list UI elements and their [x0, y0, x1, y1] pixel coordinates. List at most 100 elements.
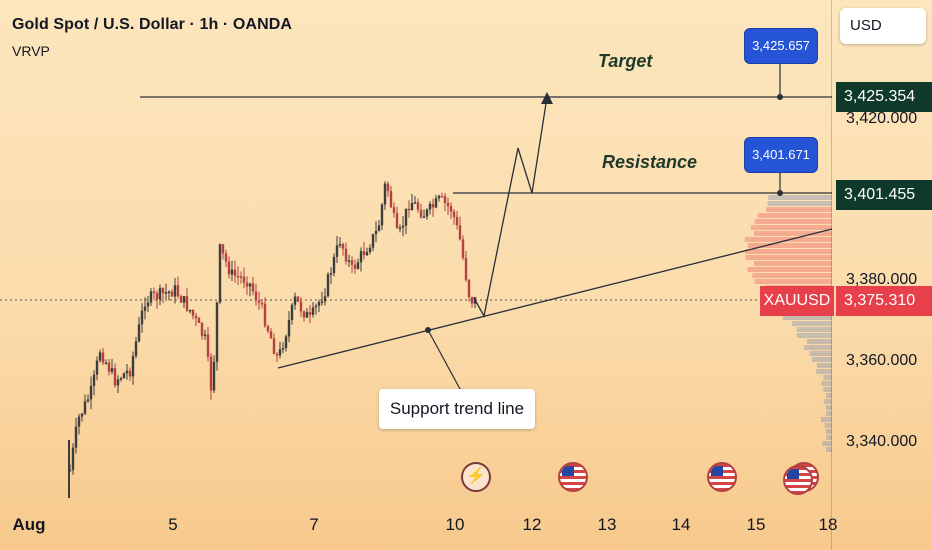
volume-profile-bar	[823, 375, 832, 380]
us-flag-icon[interactable]	[783, 465, 813, 495]
candle-body	[305, 312, 309, 318]
candle-body	[374, 230, 378, 235]
candle-body	[233, 269, 237, 276]
volume-profile-bar	[816, 369, 832, 374]
candle-body	[197, 318, 201, 323]
candle-body	[179, 296, 183, 303]
resistance-price-tag[interactable]: 3,401.455	[836, 180, 932, 210]
candle-body	[317, 301, 321, 306]
resistance-price-bubble[interactable]: 3,401.671	[744, 137, 818, 173]
volume-profile-bar	[816, 363, 832, 368]
time-axis-label: 10	[445, 515, 465, 534]
candle-body	[74, 426, 78, 448]
callout-anchor-dot	[425, 327, 431, 333]
candle-body	[155, 293, 159, 300]
volume-profile-bar	[826, 447, 832, 452]
candle-body	[122, 373, 126, 379]
candle-body	[293, 296, 297, 305]
volume-profile-bar	[752, 273, 832, 278]
candle-body	[437, 196, 441, 199]
candle-body	[152, 291, 156, 294]
target-price-tag[interactable]: 3,425.354	[836, 82, 932, 112]
candle-body	[353, 264, 357, 269]
volume-profile-bar	[747, 267, 832, 272]
volume-profile-bar	[753, 261, 832, 266]
candle-body	[425, 209, 429, 217]
candle-body	[308, 312, 312, 315]
candle-body	[266, 326, 270, 332]
resistance-label[interactable]: Resistance	[602, 152, 698, 172]
candle-body	[116, 379, 120, 386]
candle-body	[470, 297, 474, 304]
candle-body	[113, 368, 117, 386]
candle-body	[98, 352, 102, 361]
candle-body	[341, 244, 345, 249]
candle-body	[362, 251, 366, 256]
price-axis-label: 3,340.000	[846, 433, 918, 450]
candle-body	[77, 416, 81, 427]
support-trend-line[interactable]	[277, 228, 833, 369]
current-price-tag[interactable]: 3,375.310	[836, 286, 932, 316]
candle-body	[338, 244, 342, 246]
candle-body	[404, 208, 408, 226]
candle-body	[431, 203, 435, 208]
candle-body	[143, 306, 147, 311]
volume-profile-bar	[750, 225, 832, 230]
target-price-bubble[interactable]: 3,425.657	[744, 28, 818, 64]
flash-icon[interactable]: ⚡	[461, 462, 491, 492]
target-label[interactable]: Target	[598, 51, 653, 71]
candle-body	[218, 244, 222, 303]
candle-body	[194, 315, 198, 319]
target-anchor-dot	[777, 94, 783, 100]
candle-body	[320, 301, 324, 303]
candle-body	[410, 202, 414, 211]
candle-body	[464, 257, 468, 280]
volume-profile-bar	[754, 279, 832, 284]
candle-body	[107, 362, 111, 372]
candle-body	[440, 196, 444, 198]
candle-body	[89, 385, 93, 400]
candle-body	[311, 307, 315, 315]
volume-profile-bar	[822, 441, 832, 446]
candle-body	[212, 361, 216, 391]
support-callout[interactable]: Support trend line	[379, 389, 535, 429]
candle-body	[128, 370, 132, 377]
candle-body	[206, 334, 210, 357]
projection-path[interactable]	[473, 96, 548, 318]
volume-profile-bar	[791, 321, 832, 326]
candle-body	[239, 276, 243, 278]
candle-body	[326, 274, 330, 297]
candle-body	[443, 196, 447, 203]
candle-body	[149, 291, 153, 303]
candle-body	[95, 360, 99, 375]
callout-pointer	[427, 329, 461, 390]
candle-body	[452, 211, 456, 218]
candle-body	[161, 288, 165, 294]
candle-body	[221, 244, 225, 254]
candle-body	[416, 202, 420, 210]
volume-profile-bar	[766, 207, 832, 212]
indicator-label[interactable]: VRVP	[12, 43, 50, 59]
candle-body	[365, 252, 369, 256]
candle-body	[272, 338, 276, 354]
price-axis-divider	[831, 0, 832, 550]
candle-body	[230, 269, 234, 275]
candle-body	[257, 300, 261, 303]
candle-body	[101, 352, 105, 363]
candle-body	[176, 285, 180, 297]
time-axis-label: 12	[522, 515, 542, 534]
candle-body	[71, 447, 75, 470]
candle-body	[419, 209, 423, 218]
volume-profile-bar	[796, 333, 832, 338]
us-flag-icon[interactable]	[558, 462, 588, 492]
us-flag-icon[interactable]	[707, 462, 737, 492]
candlestick-series	[68, 181, 477, 498]
candle-body	[185, 296, 189, 311]
currency-button[interactable]: USD	[840, 8, 926, 44]
candle-body	[251, 283, 255, 292]
candle-body	[140, 310, 144, 325]
candle-body	[119, 378, 123, 380]
candle-body	[260, 302, 264, 305]
